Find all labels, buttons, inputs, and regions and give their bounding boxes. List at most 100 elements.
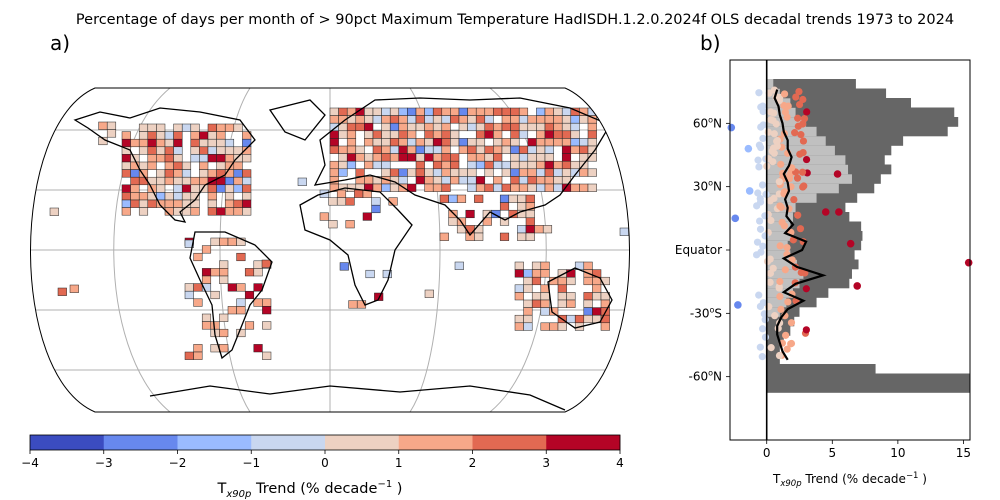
trend-grid-box	[432, 176, 443, 185]
trend-grid-box	[329, 138, 339, 147]
trend-grid-box	[121, 161, 131, 170]
trend-grid-box	[242, 207, 252, 216]
trend-grid-box	[475, 176, 486, 185]
trend-grid-box	[389, 130, 400, 139]
trend-grid-box	[587, 138, 597, 147]
trend-grid-box	[534, 225, 544, 234]
trend-grid-box	[432, 145, 443, 154]
trend-grid-box	[518, 145, 529, 154]
trend-grid-box	[190, 146, 200, 155]
trend-grid-box	[147, 199, 157, 208]
trend-grid-box	[501, 122, 511, 132]
trend-grid-box	[501, 183, 511, 192]
trend-grid-box	[475, 183, 486, 192]
trend-grid-box	[381, 115, 391, 124]
trend-grid-box	[561, 168, 572, 177]
trend-grid-box	[69, 284, 79, 293]
trend-point	[759, 134, 767, 143]
trend-grid-box	[415, 168, 425, 177]
trend-grid-box	[553, 183, 563, 192]
trend-point	[754, 156, 762, 164]
trend-grid-box	[518, 183, 529, 192]
trend-grid-box	[253, 344, 263, 353]
trend-grid-box	[20, 270, 29, 278]
colorbar-segment	[398, 435, 473, 450]
trend-grid-box	[467, 176, 477, 185]
trend-grid-box	[381, 153, 391, 162]
station-bar	[766, 174, 852, 184]
trend-grid-box	[184, 283, 194, 292]
trend-grid-box	[432, 153, 443, 162]
trend-grid-box	[156, 154, 166, 163]
trend-grid-box	[130, 184, 140, 193]
trend-grid-box	[219, 328, 229, 338]
trend-grid-box	[224, 154, 235, 163]
trend-grid-box	[566, 292, 576, 301]
trend-point	[964, 258, 973, 267]
trend-grid-box	[441, 168, 451, 177]
trend-grid-box	[510, 160, 520, 170]
trend-grid-box	[482, 217, 492, 226]
trend-grid-box	[450, 168, 460, 177]
trend-point	[759, 242, 767, 250]
trend-grid-box	[518, 168, 529, 177]
trend-point	[767, 344, 775, 352]
trend-grid-box	[432, 160, 443, 170]
trend-grid-box	[345, 220, 355, 229]
panel-label-b: b)	[700, 31, 721, 55]
trend-grid-box	[216, 161, 226, 170]
trend-grid-box	[583, 276, 593, 286]
trend-grid-box	[207, 138, 217, 148]
trend-grid-box	[465, 209, 475, 219]
trend-grid-box	[207, 199, 217, 208]
trend-grid-box	[592, 307, 602, 316]
trend-grid-box	[424, 289, 434, 298]
trend-grid-box	[561, 145, 572, 154]
land-bar	[766, 117, 959, 127]
trend-point	[835, 208, 843, 216]
trend-grid-box	[424, 107, 434, 116]
trend-grid-box	[242, 176, 252, 186]
trend-grid-box	[236, 283, 246, 292]
trend-grid-box	[233, 207, 243, 216]
trend-point	[821, 208, 830, 216]
trend-grid-box	[525, 225, 535, 234]
trend-point	[767, 216, 775, 225]
trend-grid-box	[156, 131, 166, 140]
trend-grid-box	[374, 292, 384, 301]
trend-map-panel	[20, 87, 630, 413]
trend-grid-box	[329, 115, 339, 124]
trend-grid-box	[566, 276, 576, 286]
x-tick-label: 10	[890, 446, 905, 460]
trend-grid-box	[201, 313, 212, 322]
trend-grid-box	[207, 192, 217, 201]
trend-grid-box	[216, 207, 226, 216]
trend-point	[781, 108, 790, 116]
trend-grid-box	[201, 321, 212, 330]
trend-grid-box	[523, 284, 533, 293]
trend-grid-box	[557, 292, 567, 301]
y-tick-label: 60oN	[693, 115, 722, 130]
trend-grid-box	[493, 160, 503, 170]
trend-grid-box	[407, 168, 417, 177]
trend-grid-box	[147, 161, 157, 170]
trend-grid-box	[210, 268, 220, 277]
trend-grid-box	[156, 146, 166, 155]
zonal-x-label: Tx90p Trend (% decade−1 )	[772, 471, 927, 489]
trend-grid-box	[233, 199, 243, 208]
trend-grid-box	[355, 168, 365, 177]
trend-grid-box	[514, 322, 524, 331]
trend-grid-box	[525, 232, 535, 241]
trend-grid-box	[501, 145, 511, 154]
trend-grid-box	[371, 197, 381, 206]
trend-grid-box	[138, 123, 149, 132]
trend-point	[775, 178, 783, 186]
trend-grid-box	[514, 292, 524, 301]
trend-grid-box	[130, 169, 140, 178]
trend-grid-box	[190, 176, 200, 186]
trend-point	[727, 123, 736, 132]
trend-grid-box	[253, 283, 263, 292]
trend-grid-box	[484, 160, 494, 170]
trend-grid-box	[181, 192, 192, 201]
trend-grid-box	[224, 192, 235, 201]
